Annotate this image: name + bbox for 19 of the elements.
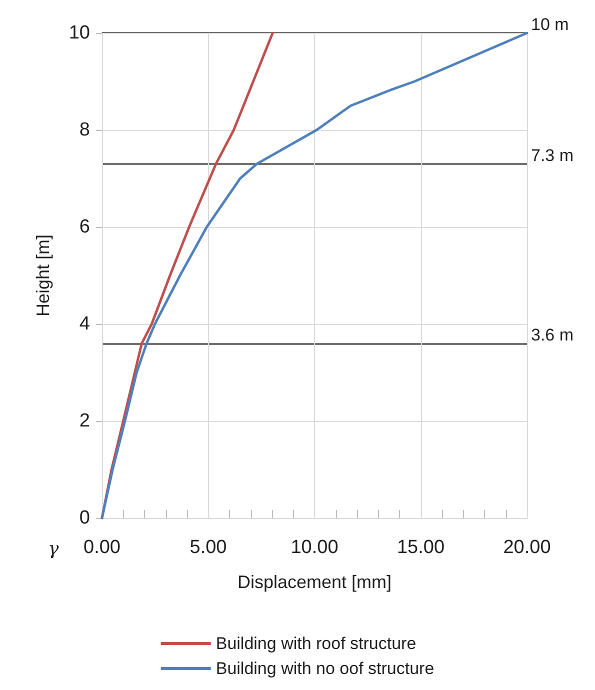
y-tick-label: 8 [79, 120, 90, 140]
y-tick-label: 2 [79, 410, 90, 432]
x-tick-label: 5.00 [190, 537, 227, 558]
y-tick-label: 4 [79, 314, 90, 334]
x-tick-label: 15.00 [396, 537, 445, 558]
y-axis-title: Height [m] [33, 234, 53, 317]
legend-label: Building with roof structure [216, 634, 416, 653]
legend-label: Building with no oof structure [216, 659, 434, 678]
x-tick-label: 0.00 [84, 537, 120, 558]
x-tick-label: 20.00 [503, 537, 551, 558]
ref-line-label: 7.3 m [531, 146, 574, 165]
y-tick-label: 6 [79, 216, 90, 238]
y-tick-label: 0 [79, 508, 90, 528]
y-tick-label: 10 [68, 22, 90, 44]
x-axis-title: Displacement [mm] [237, 572, 392, 592]
x-tick-label: 10.00 [290, 537, 338, 558]
text: γ [48, 538, 59, 560]
ref-line-label: 3.6 m [531, 325, 574, 344]
ref-line-label: 10 m [531, 15, 569, 34]
